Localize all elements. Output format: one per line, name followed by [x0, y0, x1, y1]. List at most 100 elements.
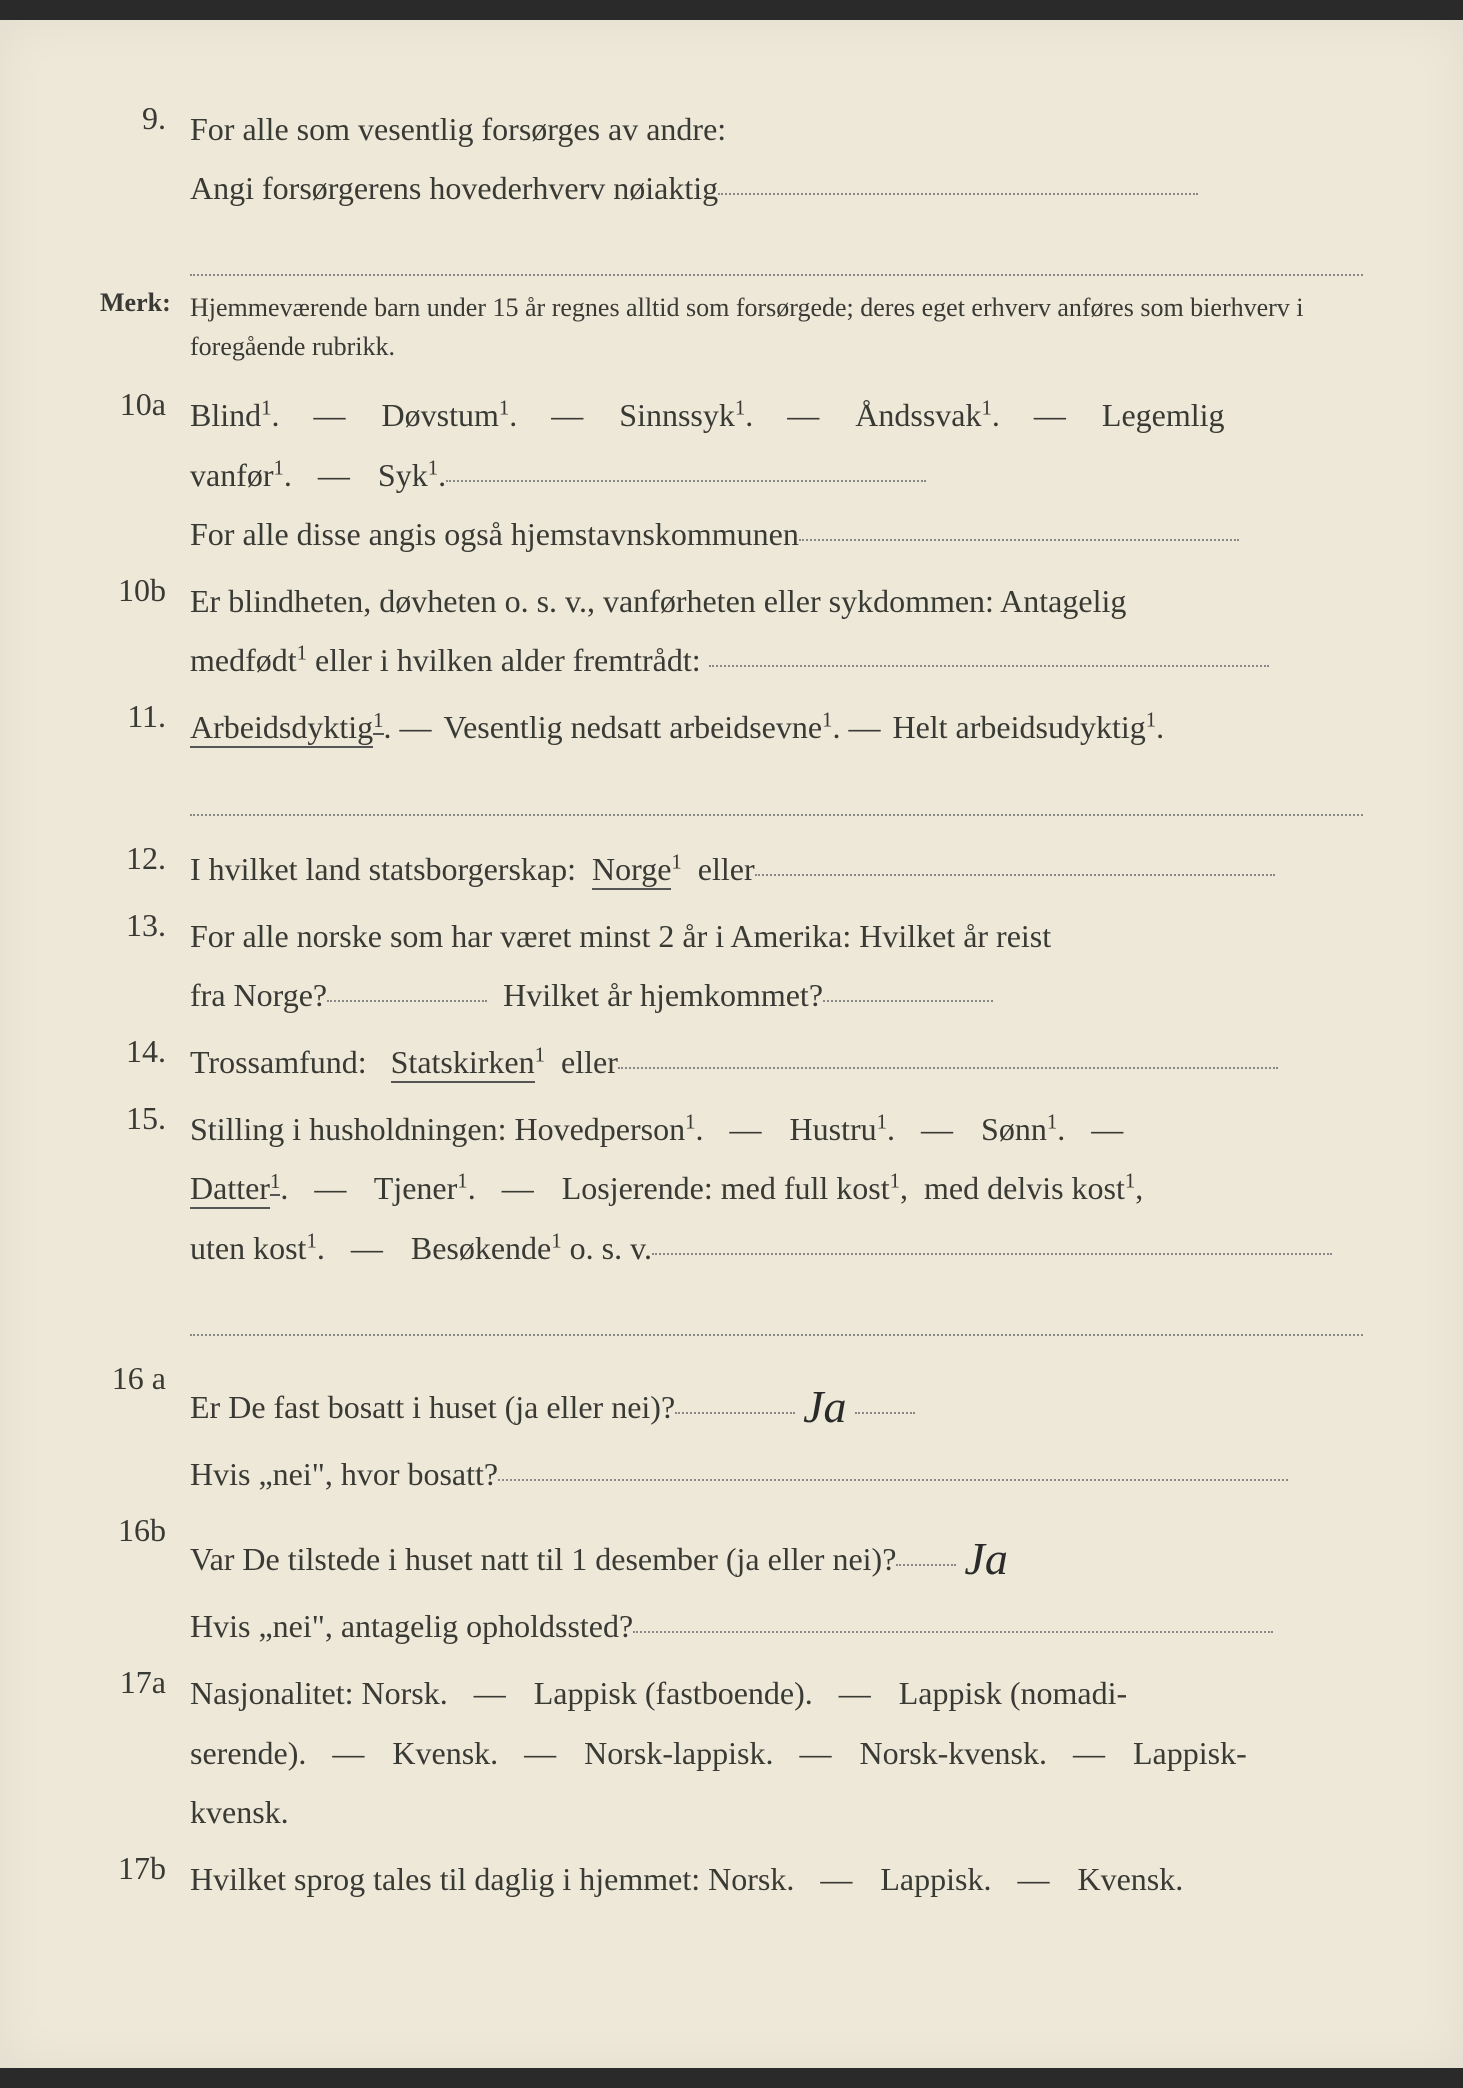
sup: 1: [822, 709, 832, 732]
q15-delvis: med delvis kost: [924, 1170, 1125, 1206]
dash: —: [810, 1861, 864, 1897]
q17a-content: Nasjonalitet: Norsk. — Lappisk (fastboen…: [190, 1664, 1363, 1842]
blank-line: [896, 1564, 956, 1566]
q9-content: For alle som vesentlig forsørges av andr…: [190, 100, 1363, 218]
sup: 1: [373, 709, 383, 735]
blank-line-full: [190, 226, 1363, 276]
q17a-h: Lappisk-: [1133, 1735, 1247, 1771]
question-9: 9. For alle som vesentlig forsørges av a…: [100, 100, 1363, 218]
dash: —: [304, 1170, 358, 1206]
q15-uten: uten kost: [190, 1230, 306, 1266]
blank-line: [709, 665, 1269, 667]
q16a-content: Er De fast bosatt i huset (ja eller nei)…: [190, 1360, 1363, 1504]
q15-besok: Besøkende: [411, 1230, 551, 1266]
q10a-content: Blind1. — Døvstum1. — Sinnssyk1. — Åndss…: [190, 386, 1363, 564]
q17b-c: Kvensk.: [1077, 1861, 1183, 1897]
sup: 1: [297, 641, 307, 664]
q11-nedsatt: Vesentlig nedsatt arbeidsevne: [444, 709, 823, 745]
q17a-e: Kvensk.: [392, 1735, 498, 1771]
period: .: [887, 1111, 895, 1147]
dash: —: [541, 397, 595, 433]
dash: —: [1024, 397, 1078, 433]
question-14: 14. Trossamfund: Statskirken1 eller: [100, 1033, 1363, 1092]
q16b-answer: Ja: [964, 1516, 1007, 1601]
q13-content: For alle norske som har været minst 2 år…: [190, 907, 1363, 1025]
sup: 1: [890, 1170, 900, 1193]
dash: —: [720, 1111, 774, 1147]
q16b-number: 16b: [100, 1512, 190, 1656]
q12-content: I hvilket land statsborgerskap: Norge1 e…: [190, 840, 1363, 899]
sup: 1: [1047, 1111, 1057, 1134]
q10a-legemlig: Legemlig: [1102, 397, 1225, 433]
q11-content: Arbeidsdyktig1. — Vesentlig nedsatt arbe…: [190, 698, 1363, 757]
period: .: [280, 1170, 288, 1206]
q13-line1: For alle norske som har været minst 2 år…: [190, 918, 1051, 954]
q15-hustru: Hustru: [790, 1111, 877, 1147]
q16b-text: Var De tilstede i huset natt til 1 desem…: [190, 1541, 896, 1577]
period: .: [832, 709, 840, 745]
q13-fra: fra Norge?: [190, 977, 327, 1013]
q17b-number: 17b: [100, 1850, 190, 1909]
period: .: [1057, 1111, 1065, 1147]
q15-tjener: Tjener: [374, 1170, 458, 1206]
q15-sonn: Sønn: [981, 1111, 1047, 1147]
question-16a: 16 a Er De fast bosatt i huset (ja eller…: [100, 1360, 1363, 1504]
dash: —: [1081, 1111, 1125, 1147]
sup: 1: [274, 456, 284, 479]
blank-line: [799, 539, 1239, 541]
q17b-b: Lappisk.: [880, 1861, 991, 1897]
q10a-line3: For alle disse angis også hjemstavnskomm…: [190, 516, 799, 552]
q14-text: Trossamfund:: [190, 1044, 367, 1080]
blank-line: [633, 1631, 1273, 1633]
q13-hjem: Hvilket år hjemkommet?: [503, 977, 823, 1013]
note-merk: Merk: Hjemmeværende barn under 15 år reg…: [100, 288, 1363, 366]
q12-norge: Norge: [592, 851, 671, 890]
q10a-vanfor: vanfør: [190, 457, 274, 493]
blank-line: [652, 1253, 1332, 1255]
dash: —: [400, 709, 444, 745]
q10a-number: 10a: [100, 386, 190, 564]
period: .: [992, 397, 1000, 433]
q10a-andssvak: Åndssvak: [855, 397, 981, 433]
period: .: [745, 397, 753, 433]
q10b-line2b: eller i hvilken alder fremtrådt:: [307, 642, 701, 678]
q15-hoved: Stilling i husholdningen: Hovedperson: [190, 1111, 685, 1147]
question-16b: 16b Var De tilstede i huset natt til 1 d…: [100, 1512, 1363, 1656]
q10b-number: 10b: [100, 572, 190, 690]
sup: 1: [261, 397, 271, 420]
question-17a: 17a Nasjonalitet: Norsk. — Lappisk (fast…: [100, 1664, 1363, 1842]
q15-content: Stilling i husholdningen: Hovedperson1. …: [190, 1100, 1363, 1278]
question-10a: 10a Blind1. — Døvstum1. — Sinnssyk1. — Å…: [100, 386, 1363, 564]
q13-number: 13.: [100, 907, 190, 1025]
question-12: 12. I hvilket land statsborgerskap: Norg…: [100, 840, 1363, 899]
sup: 1: [457, 1170, 467, 1193]
sup: 1: [735, 397, 745, 420]
blank-line: [498, 1479, 1288, 1481]
q16a-answer: Ja: [803, 1364, 846, 1449]
q15-los: Losjerende: med full kost: [562, 1170, 890, 1206]
dash: —: [911, 1111, 965, 1147]
dash: —: [777, 397, 831, 433]
q10a-sinnssyk: Sinnssyk: [619, 397, 735, 433]
question-15: 15. Stilling i husholdningen: Hovedperso…: [100, 1100, 1363, 1278]
q17a-d: serende).: [190, 1735, 306, 1771]
q10b-line1: Er blindheten, døvheten o. s. v., vanfør…: [190, 583, 1126, 619]
q17a-g: Norsk-kvensk.: [859, 1735, 1047, 1771]
question-17b: 17b Hvilket sprog tales til daglig i hje…: [100, 1850, 1363, 1909]
q14-statskirken: Statskirken: [391, 1044, 535, 1083]
sup: 1: [428, 456, 438, 479]
blank-line: [755, 874, 1275, 876]
question-11: 1 1. Arbeidsdyktig1. — Vesentlig nedsatt …: [100, 698, 1363, 757]
dash: —: [1007, 1861, 1061, 1897]
q17b-content: Hvilket sprog tales til daglig i hjemmet…: [190, 1850, 1363, 1909]
period: .: [696, 1111, 704, 1147]
sup: 1: [270, 1170, 280, 1196]
sup: 1: [1146, 709, 1156, 732]
sup: 1: [877, 1111, 887, 1134]
dash: —: [514, 1735, 568, 1771]
sup: 1: [551, 1229, 561, 1252]
sup: 1: [1125, 1170, 1135, 1193]
blank-line: [618, 1067, 1278, 1069]
blank-line: [855, 1412, 915, 1414]
question-13: 13. For alle norske som har været minst …: [100, 907, 1363, 1025]
